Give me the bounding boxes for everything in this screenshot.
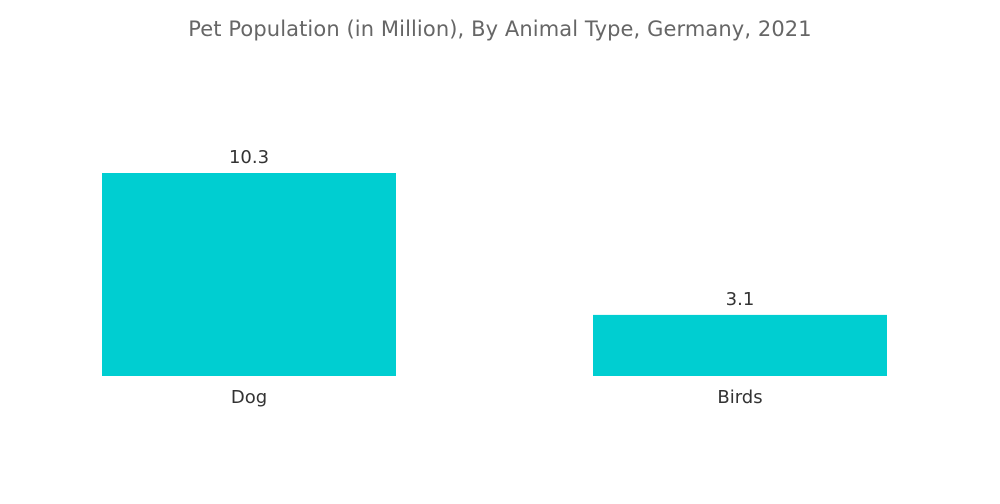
data-label-dog: 10.3 [229,147,269,168]
category-label-dog: Dog [231,387,267,408]
bars-group [102,173,887,376]
category-label-birds: Birds [717,387,762,408]
bar-dog [102,173,396,376]
labels-group: 10.3 Dog 3.1 Birds [229,147,763,408]
data-label-birds: 3.1 [726,289,755,310]
bar-birds [593,314,887,376]
chart-title: Pet Population (in Million), By Animal T… [188,17,812,41]
